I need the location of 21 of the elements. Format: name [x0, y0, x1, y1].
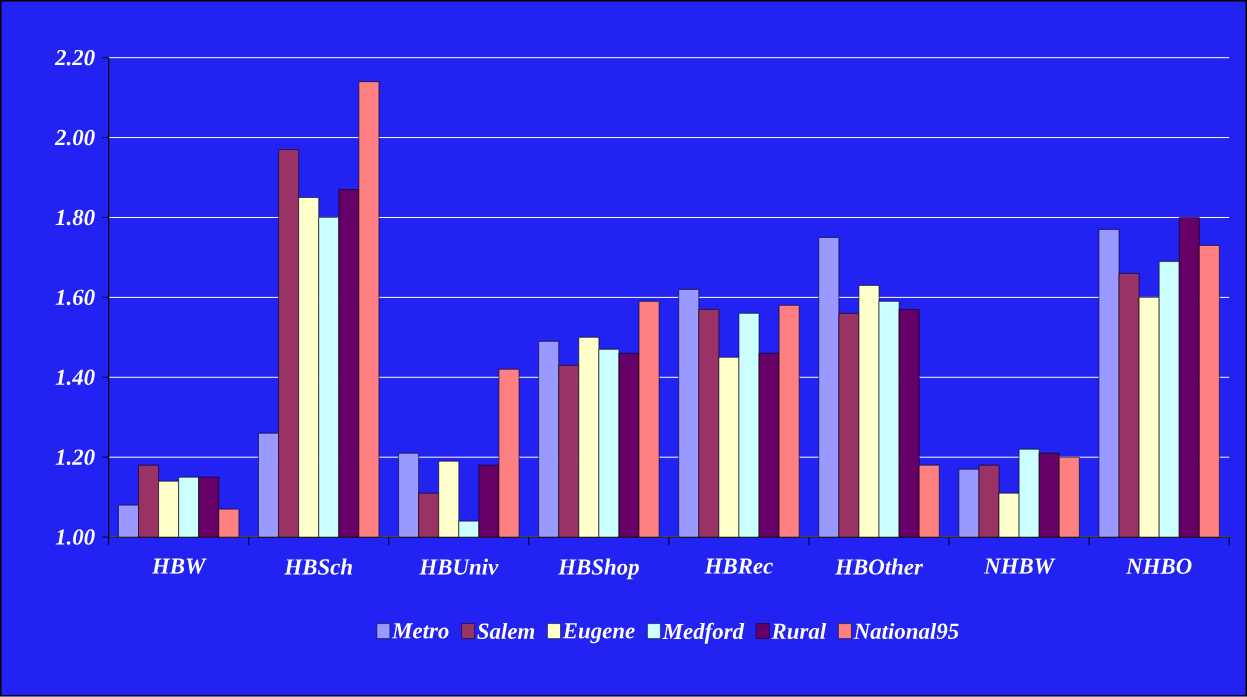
x-tick-label: NHBW: [983, 558, 1056, 575]
legend-label: Eugene: [562, 623, 635, 644]
legend-label: Salem: [477, 623, 535, 640]
y-tick-label: 1.00: [55, 529, 95, 546]
y-tick-label: 1.60: [55, 289, 95, 306]
y-tick-label: 1.80: [55, 209, 95, 226]
x-tick-label: NHBO: [1125, 558, 1192, 575]
x-tick-label: HBOther: [834, 558, 924, 575]
legend-label: Rural: [771, 623, 827, 640]
y-tick-label: 2.00: [54, 129, 95, 146]
y-tick-label: 2.20: [54, 50, 95, 66]
x-tick-label: HBRec: [704, 558, 773, 574]
legend-label: Medford: [662, 622, 745, 644]
y-tick-label: 1.20: [55, 449, 95, 466]
legend-label: National95: [853, 623, 959, 640]
legend-label: Metro: [391, 623, 449, 639]
x-tick-label: HBW: [151, 558, 207, 575]
y-tick-label: 1.40: [55, 369, 95, 386]
x-tick-label: HBShop: [557, 558, 639, 580]
x-tick-label: HBSch: [284, 558, 352, 575]
x-tick-label: HBUniv: [419, 558, 499, 575]
